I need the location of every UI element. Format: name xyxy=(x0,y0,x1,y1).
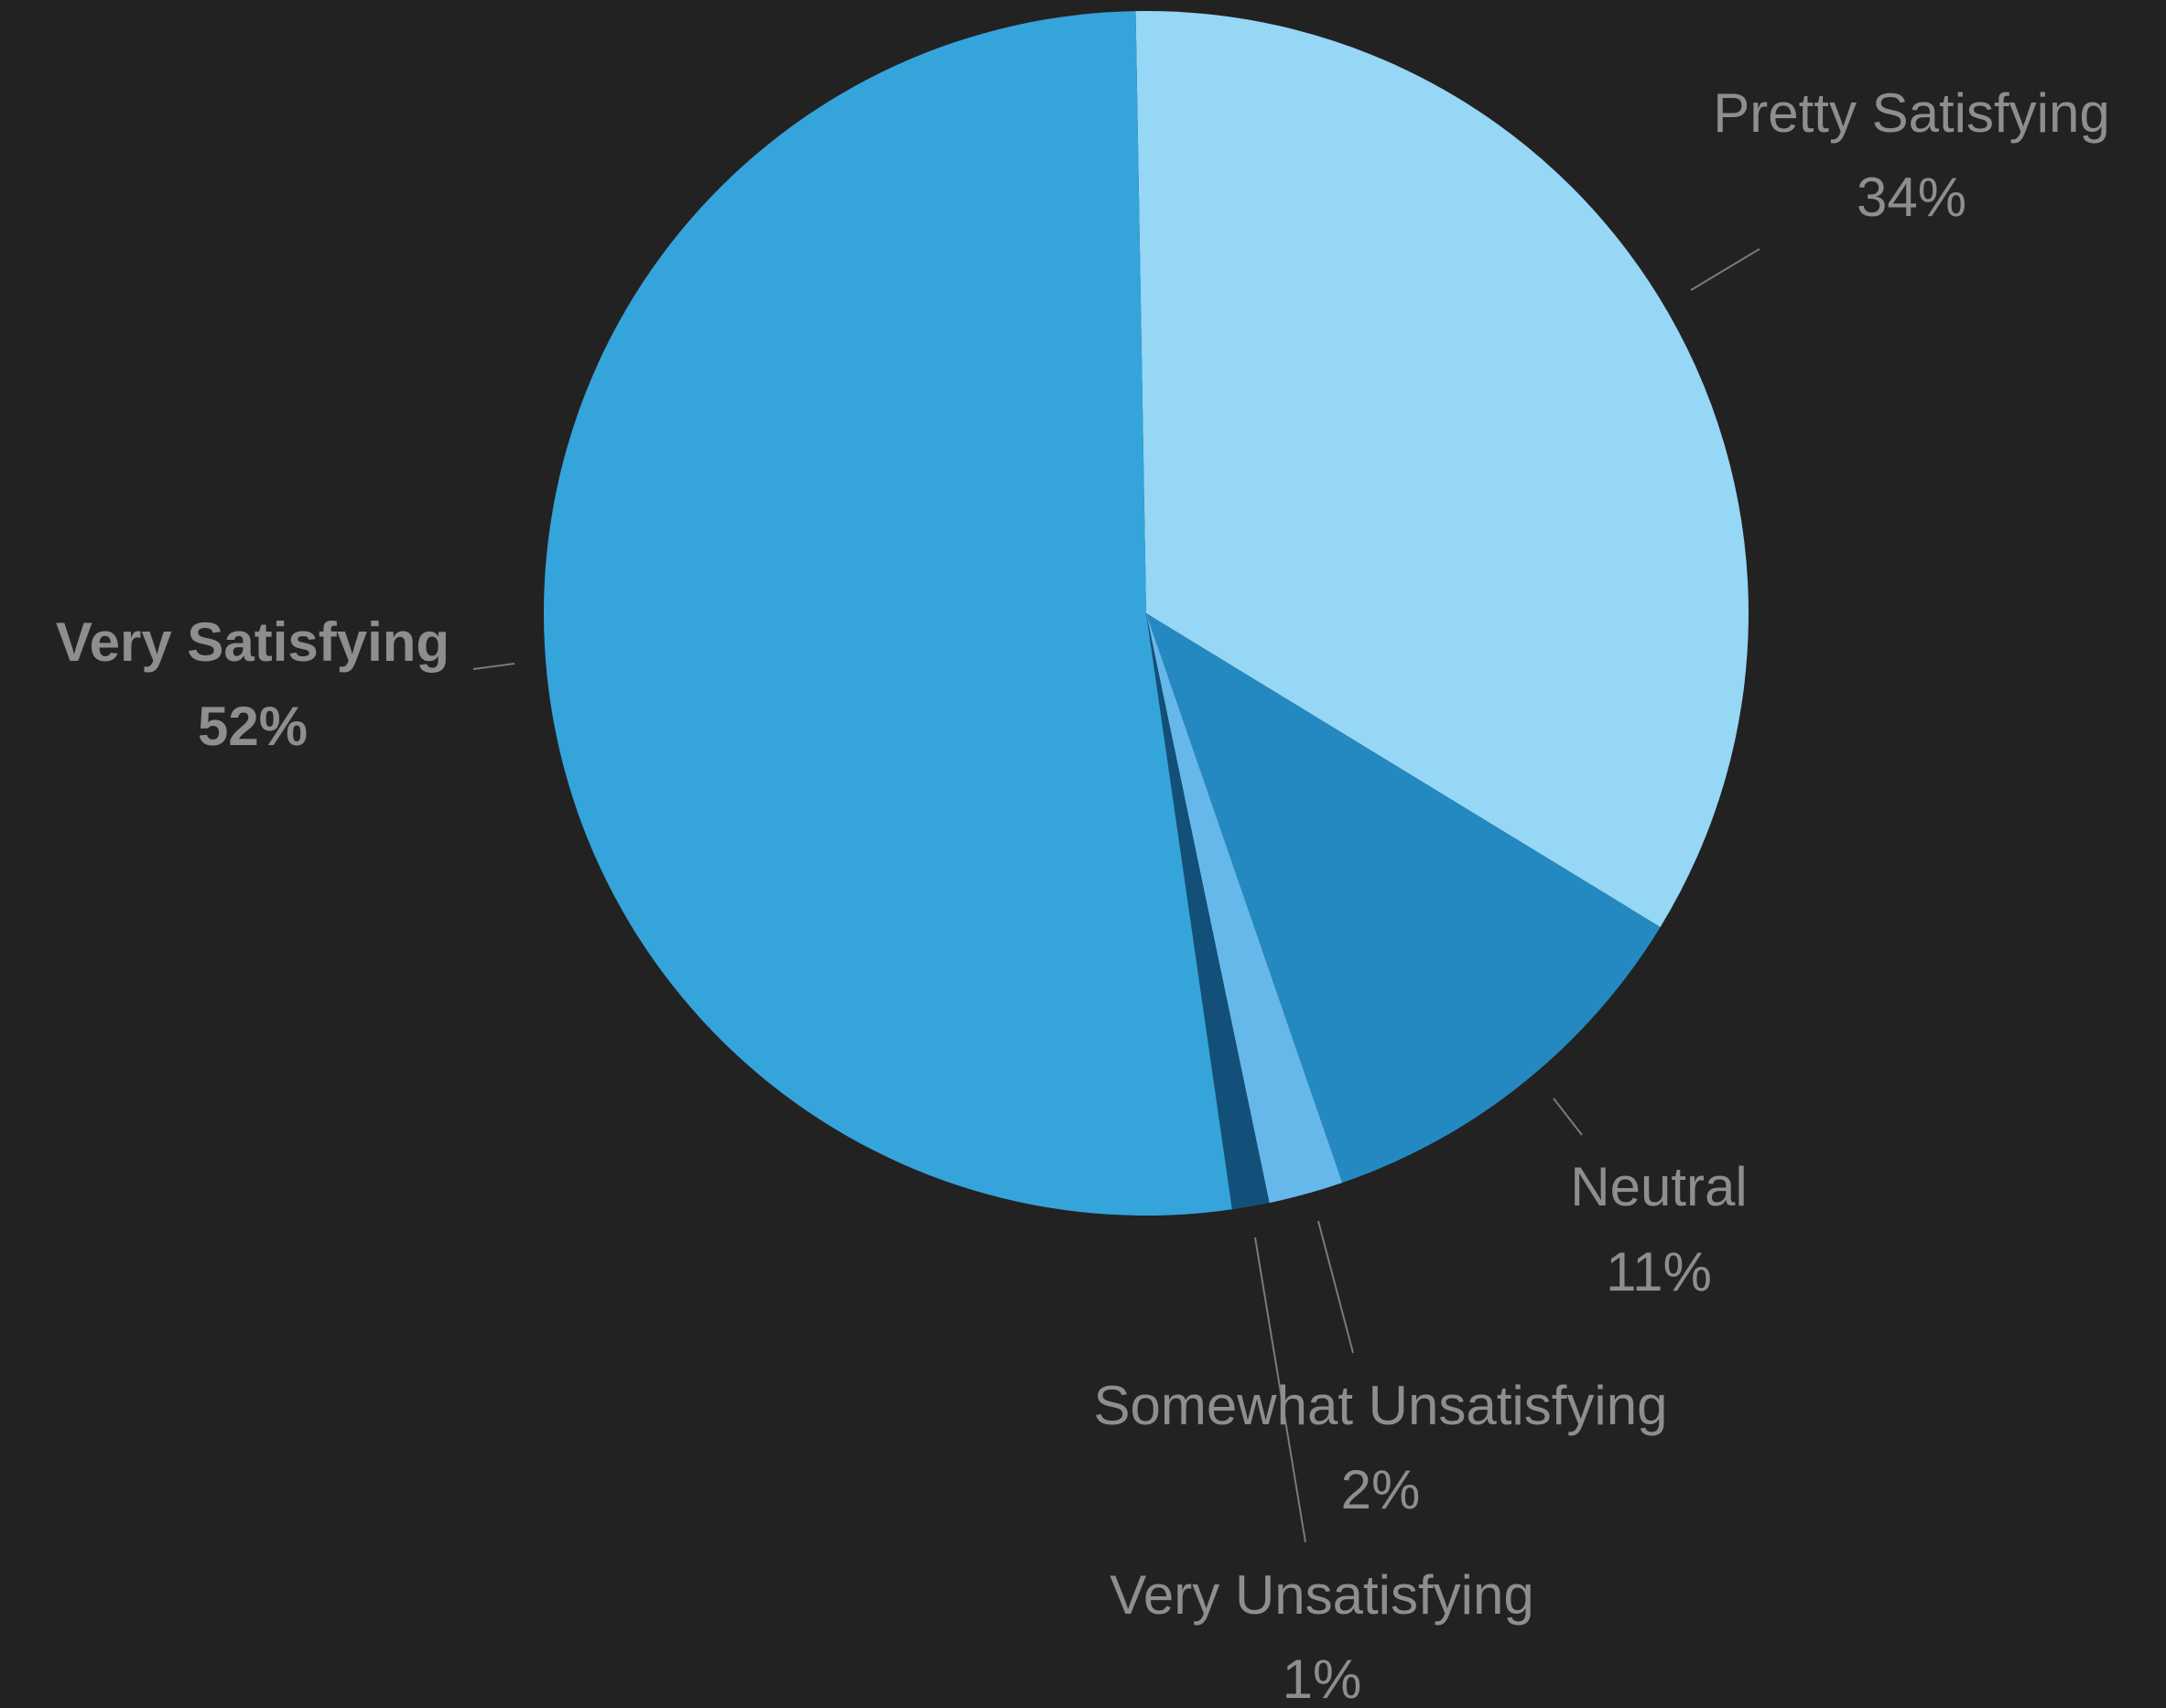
slice-label-neutral: Neutral xyxy=(1570,1156,1747,1217)
leader-lines-layer xyxy=(472,248,1760,1543)
slice-label-very-satisfying: Very Satisfying xyxy=(56,611,449,673)
slice-label-pretty-satisfying: Pretty Satisfying xyxy=(1713,82,2110,144)
leader-line-very-satisfying xyxy=(472,663,515,670)
slice-label-somewhat-unsatisfying: Somewhat Unsatisfying xyxy=(1094,1375,1668,1436)
slices-layer xyxy=(544,10,1749,1216)
pie-slice-somewhat-unsatisfying xyxy=(1146,613,1343,1204)
leader-line-neutral xyxy=(1553,1097,1583,1136)
slice-percent-very-unsatisfying: 1% xyxy=(1283,1649,1362,1703)
leader-line-somewhat-unsatisfying xyxy=(1317,1220,1354,1354)
labels-layer: Pretty Satisfying 34% Neutral 11% Somewhat U… xyxy=(56,82,2110,1708)
slice-label-very-unsatisfying: Very Unsatisfying xyxy=(1110,1564,1534,1626)
slice-percent-neutral: 11% xyxy=(1606,1241,1712,1303)
pie-slice-pretty-satisfying xyxy=(1135,10,1749,927)
slice-percent-pretty-satisfying: 34% xyxy=(1857,167,1966,228)
leader-line-very-unsatisfying xyxy=(1254,1237,1306,1543)
pie-slice-very-satisfying xyxy=(544,11,1232,1216)
pie-slice-very-unsatisfying xyxy=(1146,613,1270,1210)
slice-percent-somewhat-unsatisfying: 2% xyxy=(1341,1459,1421,1520)
leader-line-pretty-satisfying xyxy=(1690,248,1760,291)
slice-percent-very-satisfying: 52% xyxy=(198,696,308,757)
pie-slice-neutral xyxy=(1146,613,1661,1184)
